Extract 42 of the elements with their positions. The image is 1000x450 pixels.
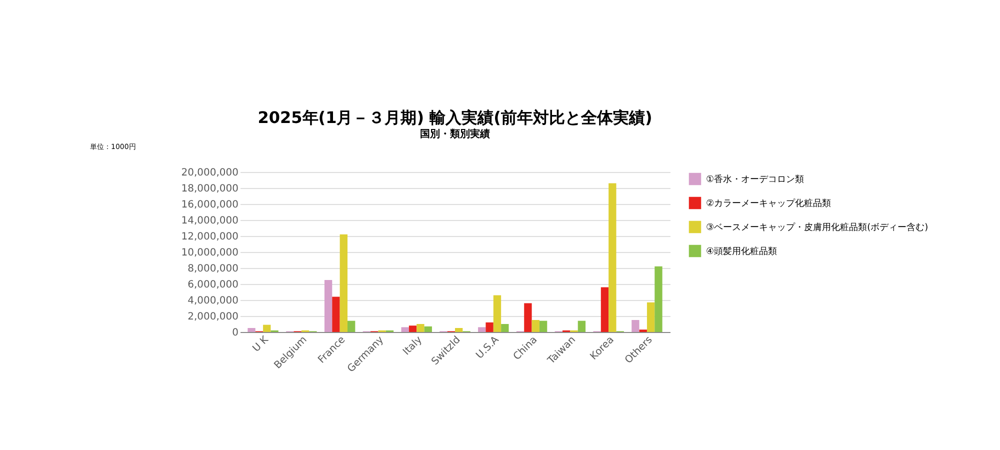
bar [646,302,655,332]
y-tick-label: 14,000,000 [181,216,238,226]
bar [578,320,586,332]
bar [486,322,494,332]
bar [532,320,540,332]
bar [600,287,609,332]
x-tick-label: U K [250,334,272,354]
y-tick-label: 0 [232,328,238,338]
y-tick-label: 8,000,000 [188,264,238,274]
legend-label: ②カラーメーキャップ化粧品類 [706,198,832,209]
bar [248,328,256,332]
bar [408,326,417,332]
y-tick-label: 2,000,000 [188,312,238,322]
bar [263,324,271,332]
bar [348,320,356,332]
bar [632,320,640,332]
y-tick-label: 20,000,000 [181,168,238,178]
bar [478,327,486,332]
bar [455,328,463,332]
bar [539,320,548,332]
bar [340,234,348,332]
bar [654,266,662,332]
legend-label: ③ベースメーキャップ・皮膚用化粧品類(ボディー含む) [706,222,928,233]
legend-label: ④頭髪用化粧品類 [706,246,778,257]
legend-label: ①香水・オーデコロン類 [706,174,804,185]
y-tick-label: 4,000,000 [188,296,238,306]
bar [324,280,332,332]
bar [401,327,409,332]
y-tick-label: 16,000,000 [181,200,238,210]
y-tick-label: 18,000,000 [181,184,238,194]
chart-title: 2025年(1月－３月期) 輸入実績(前年対比と全体実績) [258,108,652,127]
bar [501,324,509,332]
chart-subtitle: 国別・類別実績 [420,128,490,140]
y-tick-label: 12,000,000 [181,232,238,242]
bar [332,296,340,332]
bar [493,295,502,332]
bar [524,303,532,332]
bar [608,183,616,332]
bar [416,324,424,332]
y-tick-label: 6,000,000 [188,280,238,290]
bar [424,326,432,332]
y-tick-label: 10,000,000 [181,248,238,258]
